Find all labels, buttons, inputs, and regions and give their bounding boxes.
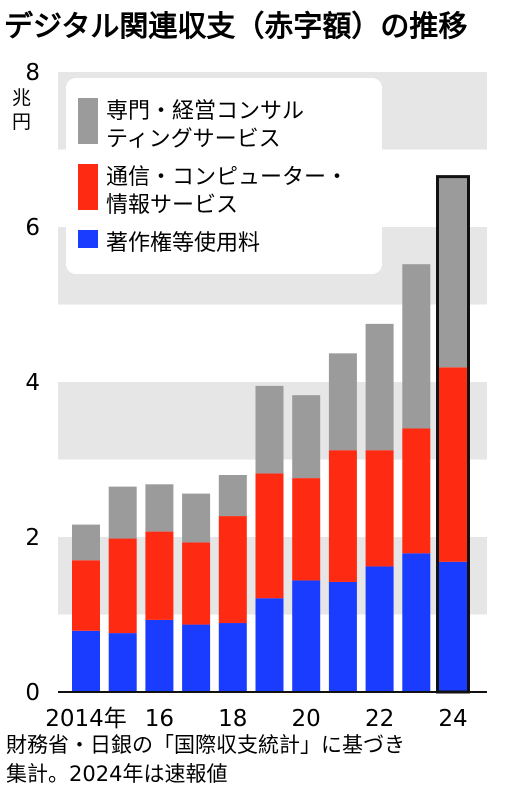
legend-label: 著作権等使用料 (106, 231, 260, 256)
bar-segment (145, 484, 174, 532)
bar-segment (402, 264, 431, 429)
legend-swatch (78, 164, 98, 210)
bars (72, 175, 470, 694)
y-axis-ticks: 0 2 4 6 8 (25, 60, 40, 706)
y-tick-label: 2 (25, 525, 40, 551)
bar-segment (365, 450, 394, 567)
y-unit-label-1: 兆 (12, 87, 31, 109)
bar-segment (218, 475, 247, 517)
bar-segment (439, 561, 467, 692)
y-tick-label: 8 (25, 60, 40, 86)
x-tick-label: 20 (292, 706, 321, 732)
y-tick-label: 4 (25, 370, 40, 396)
bar-segment (218, 516, 247, 624)
legend-label: 専門・経営コンサル (106, 99, 304, 124)
legend-label: 情報サービス (106, 193, 238, 218)
legend: 専門・経営コンサルティングサービス通信・コンピューター・情報サービス著作権等使用… (66, 78, 382, 274)
bar-segment (218, 623, 247, 692)
x-tick-label: 22 (365, 706, 394, 732)
x-tick-label: 24 (438, 706, 467, 732)
legend-box (66, 78, 382, 274)
y-tick-label: 6 (25, 215, 40, 241)
legend-label: 通信・コンピューター・ (106, 165, 348, 190)
chart-title: デジタル関連収支（赤字額）の推移 (4, 9, 467, 43)
bar-segment (292, 580, 321, 692)
bar-segment (365, 323, 394, 451)
bar-segment (108, 486, 137, 539)
bar-segment (292, 478, 321, 581)
bar-segment (145, 619, 174, 692)
bar-segment (439, 176, 467, 368)
bar-segment (402, 428, 431, 554)
source-note-line-2: 集計。2024年は速報値 (6, 762, 227, 786)
bar-segment (182, 493, 211, 543)
legend-swatch (78, 98, 98, 144)
bar-segment (72, 560, 100, 631)
x-tick-label: 2014年 (45, 706, 127, 732)
bar-segment (182, 624, 211, 692)
bar-segment (439, 367, 467, 562)
bar-segment (255, 385, 284, 474)
x-tick-label: 18 (218, 706, 247, 732)
bar-segment (255, 598, 284, 692)
bar-segment (328, 581, 357, 692)
bar-segment (72, 524, 100, 561)
bar-segment (145, 531, 174, 620)
bar-segment (108, 633, 137, 692)
y-unit-label-2: 円 (12, 111, 31, 133)
bar-segment (328, 353, 357, 451)
bar-segment (72, 630, 100, 692)
bar-segment (182, 542, 211, 625)
bar-segment (328, 450, 357, 582)
x-axis-ticks: 2014年 16 18 20 22 24 (45, 706, 467, 732)
bar-segment (292, 395, 321, 479)
y-tick-label: 0 (25, 680, 40, 706)
bar-segment (402, 553, 431, 692)
legend-swatch (78, 230, 98, 248)
bar-segment (108, 538, 137, 634)
bar-segment (365, 566, 394, 692)
bar-segment (255, 473, 284, 599)
x-tick-label: 16 (145, 706, 174, 732)
source-note-line-1: 財務省・日銀の「国際収支統計」に基づき (6, 733, 405, 757)
legend-label: ティングサービス (106, 127, 281, 152)
